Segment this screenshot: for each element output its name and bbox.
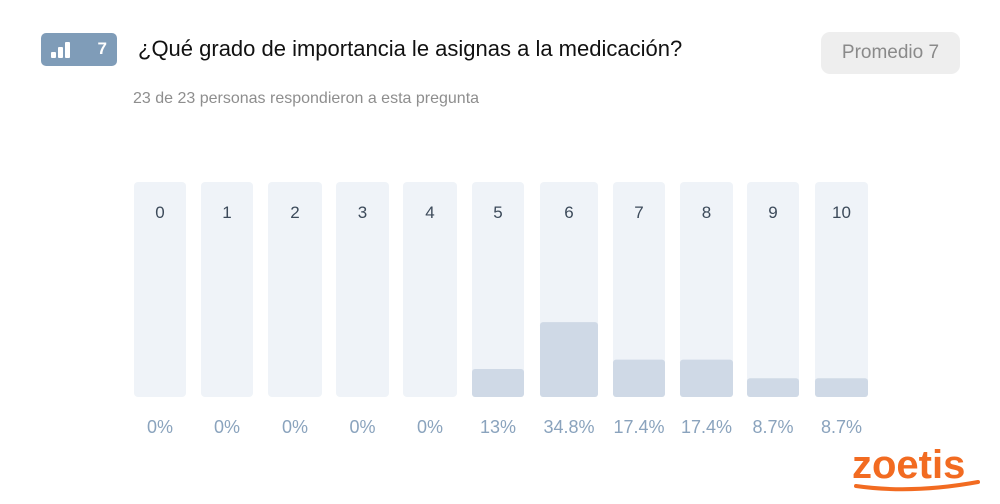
question-title: ¿Qué grado de importancia le asignas a l… xyxy=(138,36,683,61)
bar-fill-7 xyxy=(613,359,665,397)
responses-count: 23 de 23 personas respondieron a esta pr… xyxy=(133,90,480,107)
bar-fill-6 xyxy=(540,322,598,397)
percent-label: 0% xyxy=(349,417,375,437)
bar-fill-9 xyxy=(747,378,799,397)
bar-chart-icon xyxy=(51,42,70,58)
category-label: 2 xyxy=(290,203,299,222)
category-label: 3 xyxy=(358,203,367,222)
category-label: 6 xyxy=(564,203,573,222)
category-label: 9 xyxy=(768,203,777,222)
bar-track xyxy=(201,182,253,397)
bar-fill-5 xyxy=(472,369,524,397)
bar-fill-8 xyxy=(680,359,733,397)
question-number: 7 xyxy=(97,39,107,58)
zoetis-logo: zoetis xyxy=(852,443,980,492)
percent-label: 13% xyxy=(480,417,516,437)
percent-label: 0% xyxy=(214,417,240,437)
bar-track xyxy=(134,182,186,397)
percent-label: 8.7% xyxy=(752,417,793,437)
percent-label: 0% xyxy=(282,417,308,437)
category-label: 7 xyxy=(634,203,643,222)
percent-label: 17.4% xyxy=(613,417,664,437)
percent-label: 34.8% xyxy=(543,417,594,437)
bar-track xyxy=(680,182,733,397)
bar-track xyxy=(403,182,457,397)
bar-track xyxy=(613,182,665,397)
logo-wordmark: zoetis xyxy=(852,443,965,487)
category-label: 0 xyxy=(155,203,164,222)
bar-track xyxy=(747,182,799,397)
average-badge: Promedio 7 xyxy=(821,32,960,74)
question-number-badge: 7 xyxy=(41,33,117,66)
percent-label: 8.7% xyxy=(821,417,862,437)
percent-label: 0% xyxy=(417,417,443,437)
bar-fill-10 xyxy=(815,378,868,397)
bar-track xyxy=(336,182,389,397)
category-label: 10 xyxy=(832,203,851,222)
bar-track xyxy=(268,182,322,397)
category-label: 8 xyxy=(702,203,711,222)
category-label: 4 xyxy=(425,203,434,222)
percent-label: 17.4% xyxy=(681,417,732,437)
bar-track xyxy=(472,182,524,397)
category-label: 1 xyxy=(222,203,231,222)
percent-label: 0% xyxy=(147,417,173,437)
category-label: 5 xyxy=(493,203,502,222)
bar-track xyxy=(815,182,868,397)
